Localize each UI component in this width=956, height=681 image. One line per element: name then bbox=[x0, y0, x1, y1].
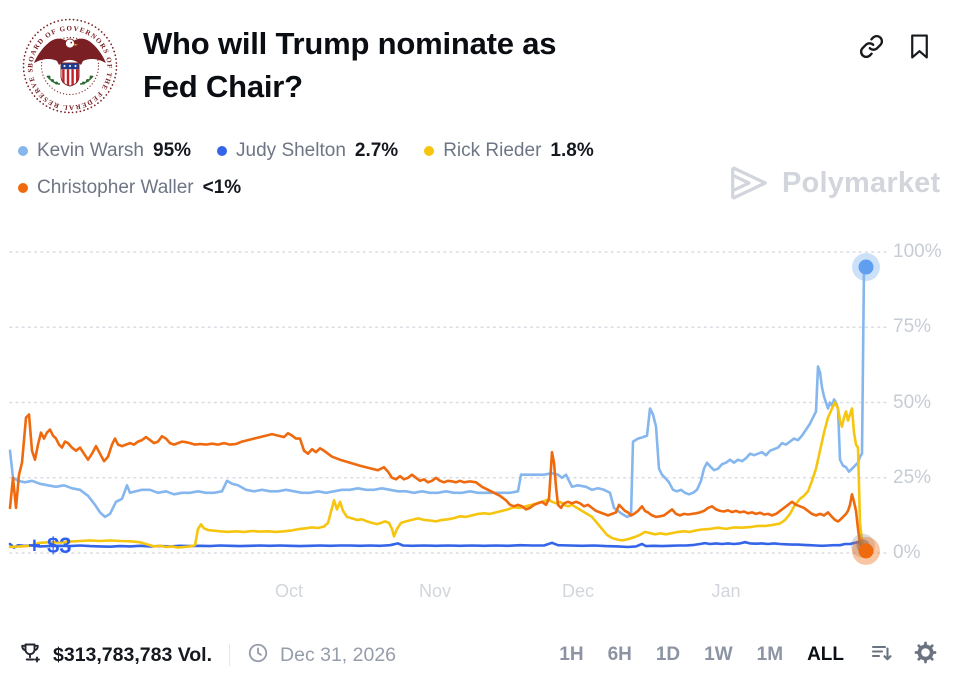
end-date-label: Dec 31, 2026 bbox=[280, 643, 397, 666]
x-tick-label: Nov bbox=[418, 581, 451, 601]
y-tick-label: 50% bbox=[893, 391, 932, 413]
legend-item-rick-rieder[interactable]: Rick Rieder 1.8% bbox=[424, 140, 594, 162]
outcome-name: Christopher Waller bbox=[37, 177, 194, 198]
x-tick-label: Dec bbox=[561, 581, 594, 601]
range-button-1d[interactable]: 1D bbox=[655, 644, 681, 665]
header-actions bbox=[858, 33, 932, 60]
range-button-1w[interactable]: 1W bbox=[704, 644, 733, 665]
footer-icons bbox=[870, 640, 938, 670]
range-button-1h[interactable]: 1H bbox=[559, 644, 584, 665]
outcome-name: Judy Shelton bbox=[236, 140, 346, 161]
series-line-kevin-warsh bbox=[8, 265, 868, 519]
legend-color-dot bbox=[424, 146, 435, 156]
legend-color-dot bbox=[217, 146, 228, 156]
outcome-probability: <1% bbox=[202, 177, 242, 198]
y-tick-label: 0% bbox=[893, 542, 921, 563]
settings-icon[interactable] bbox=[913, 640, 938, 670]
legend-item-kevin-warsh[interactable]: Kevin Warsh 95% bbox=[18, 140, 191, 162]
polymarket-logo-icon bbox=[731, 166, 767, 200]
clock-icon bbox=[247, 642, 269, 669]
outcome-probability: 2.7% bbox=[354, 140, 399, 161]
footer-right: 1H 6H 1D 1W 1M ALL bbox=[559, 640, 938, 670]
page-title-line-1: Who will Trump nominate as bbox=[143, 26, 557, 61]
legend-color-dot bbox=[18, 183, 28, 193]
y-tick-label: 100% bbox=[893, 241, 942, 262]
endpoint-dot bbox=[858, 543, 874, 559]
copy-link-icon[interactable] bbox=[858, 33, 885, 60]
series-line-christopher-waller bbox=[8, 413, 866, 552]
trophy-icon[interactable] bbox=[18, 641, 42, 670]
polymarket-logo-text: Polymarket bbox=[782, 166, 941, 199]
market-logo-fed-seal: BOARD OF GOVERNORS OF THE FEDERAL RESERV… bbox=[20, 16, 119, 115]
outcome-probability: 95% bbox=[153, 140, 192, 161]
endpoint-dot bbox=[858, 259, 874, 275]
range-button-1m[interactable]: 1M bbox=[756, 644, 784, 665]
legend-color-dot bbox=[18, 146, 28, 156]
outcome-name: Rick Rieder bbox=[443, 140, 542, 161]
x-tick-label: Oct bbox=[274, 581, 303, 601]
series-line-rick-rieder bbox=[8, 401, 866, 549]
page-title: Who will Trump nominate as Fed Chair? bbox=[143, 22, 703, 108]
legend-item-christopher-waller[interactable]: Christopher Waller <1% bbox=[18, 177, 241, 199]
polymarket-watermark: Polymarket bbox=[728, 164, 940, 202]
y-tick-label: 25% bbox=[893, 466, 932, 488]
range-button-6h[interactable]: 6H bbox=[607, 644, 632, 665]
range-button-all[interactable]: ALL bbox=[807, 644, 844, 665]
y-tick-label: 75% bbox=[893, 316, 932, 338]
sort-descending-icon[interactable] bbox=[870, 641, 894, 670]
x-tick-label: Jan bbox=[711, 581, 741, 601]
bookmark-icon[interactable] bbox=[907, 33, 932, 60]
eagle-icon bbox=[34, 38, 106, 65]
footer-divider bbox=[229, 644, 231, 666]
footer-bar: $313,783,783 Vol. Dec 31, 2026 1H 6H 1D 1W 1… bbox=[0, 637, 956, 673]
outcome-name: Kevin Warsh bbox=[37, 140, 144, 161]
legend-item-judy-shelton[interactable]: Judy Shelton 2.7% bbox=[217, 140, 398, 162]
page-title-line-2: Fed Chair? bbox=[143, 69, 303, 104]
outcome-probability: 1.8% bbox=[550, 140, 594, 161]
volume-label: $313,783,783 Vol. bbox=[53, 643, 213, 666]
range-buttons: 1H 6H 1D 1W 1M ALL bbox=[559, 644, 844, 666]
reward-annotation: + $3 bbox=[28, 533, 72, 558]
outcome-legend: Kevin Warsh 95% Judy Shelton 2.7% Rick Riede… bbox=[18, 140, 678, 199]
footer-left: $313,783,783 Vol. Dec 31, 2026 bbox=[18, 641, 396, 670]
